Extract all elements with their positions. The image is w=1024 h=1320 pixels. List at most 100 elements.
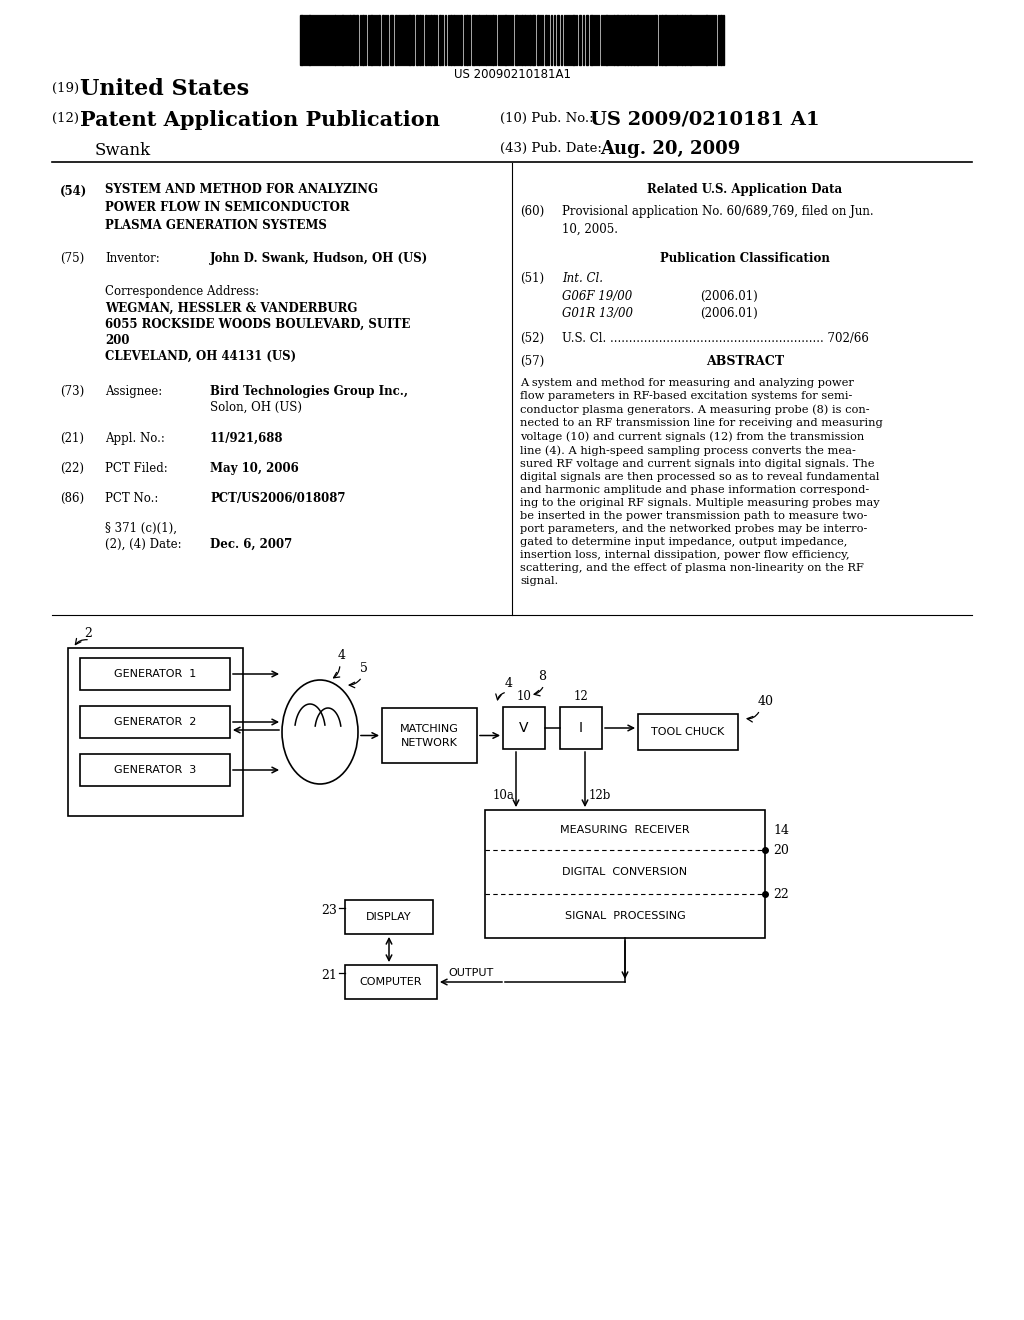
Bar <box>664 15 667 65</box>
Text: (2006.01): (2006.01) <box>700 290 758 304</box>
Text: 6055 ROCKSIDE WOODS BOULEVARD, SUITE: 6055 ROCKSIDE WOODS BOULEVARD, SUITE <box>105 318 411 331</box>
Text: (75): (75) <box>60 252 84 265</box>
Bar <box>515 15 518 65</box>
Bar <box>395 15 397 65</box>
Bar <box>370 15 373 65</box>
Bar <box>362 15 364 65</box>
Text: (22): (22) <box>60 462 84 475</box>
Text: DIGITAL  CONVERSION: DIGITAL CONVERSION <box>562 867 687 876</box>
Text: SYSTEM AND METHOD FOR ANALYZING
POWER FLOW IN SEMICONDUCTOR
PLASMA GENERATION SY: SYSTEM AND METHOD FOR ANALYZING POWER FL… <box>105 183 378 232</box>
Bar <box>485 15 487 65</box>
Bar <box>627 15 629 65</box>
Bar <box>630 15 632 65</box>
Bar <box>478 15 480 65</box>
Text: Provisional application No. 60/689,769, filed on Jun.
10, 2005.: Provisional application No. 60/689,769, … <box>562 205 873 236</box>
Bar <box>662 15 663 65</box>
Bar <box>419 15 421 65</box>
Text: MEASURING  RECEIVER: MEASURING RECEIVER <box>560 825 690 836</box>
Text: May 10, 2006: May 10, 2006 <box>210 462 299 475</box>
Bar <box>613 15 615 65</box>
Text: SIGNAL  PROCESSING: SIGNAL PROCESSING <box>564 911 685 921</box>
Bar <box>624 15 626 65</box>
Text: 40: 40 <box>758 696 774 708</box>
Text: MATCHING: MATCHING <box>400 723 459 734</box>
Bar <box>349 15 351 65</box>
Bar <box>633 15 635 65</box>
Bar <box>80 706 230 738</box>
Text: (60): (60) <box>520 205 544 218</box>
Text: 11/921,688: 11/921,688 <box>210 432 284 445</box>
Bar <box>590 15 593 65</box>
Text: V: V <box>519 721 528 735</box>
Text: PCT/US2006/018087: PCT/US2006/018087 <box>210 492 345 506</box>
Bar <box>382 708 477 763</box>
Bar <box>529 15 531 65</box>
Bar <box>504 15 507 65</box>
Bar <box>616 15 618 65</box>
Text: (54): (54) <box>60 185 87 198</box>
Bar <box>450 15 452 65</box>
Text: GENERATOR  2: GENERATOR 2 <box>114 717 197 727</box>
Text: (57): (57) <box>520 355 544 368</box>
Bar <box>300 15 303 65</box>
Text: (2), (4) Date:: (2), (4) Date: <box>105 539 181 550</box>
Bar <box>557 15 559 65</box>
Text: (73): (73) <box>60 385 84 399</box>
Text: WEGMAN, HESSLER & VANDERBURG: WEGMAN, HESSLER & VANDERBURG <box>105 302 357 315</box>
Text: Publication Classification: Publication Classification <box>660 252 829 265</box>
Bar <box>382 15 384 65</box>
Bar <box>537 15 539 65</box>
Bar <box>390 15 393 65</box>
Bar <box>572 15 575 65</box>
Bar <box>586 15 588 65</box>
Bar <box>334 15 336 65</box>
Bar <box>356 15 358 65</box>
Text: 22: 22 <box>773 887 788 900</box>
Text: Aug. 20, 2009: Aug. 20, 2009 <box>600 140 740 158</box>
Text: G06F 19/00: G06F 19/00 <box>562 290 632 304</box>
Bar <box>654 15 657 65</box>
Text: DISPLAY: DISPLAY <box>367 912 412 921</box>
Text: Bird Technologies Group Inc.,: Bird Technologies Group Inc., <box>210 385 408 399</box>
Text: I: I <box>579 721 583 735</box>
Bar <box>416 15 418 65</box>
Text: 21: 21 <box>322 969 337 982</box>
Bar <box>579 15 581 65</box>
Text: § 371 (c)(1),: § 371 (c)(1), <box>105 521 177 535</box>
Text: US 2009/0210181 A1: US 2009/0210181 A1 <box>590 110 819 128</box>
Text: OUTPUT: OUTPUT <box>449 968 494 978</box>
Text: John D. Swank, Hudson, OH (US): John D. Swank, Hudson, OH (US) <box>210 252 428 265</box>
Bar <box>425 15 427 65</box>
Text: United States: United States <box>80 78 249 100</box>
Bar <box>439 15 441 65</box>
Text: (52): (52) <box>520 333 544 345</box>
Bar <box>460 15 462 65</box>
Bar <box>472 15 475 65</box>
Text: (86): (86) <box>60 492 84 506</box>
Text: 8: 8 <box>538 671 546 682</box>
Text: Dec. 6, 2007: Dec. 6, 2007 <box>210 539 292 550</box>
Bar <box>705 15 708 65</box>
Text: ABSTRACT: ABSTRACT <box>706 355 784 368</box>
Bar <box>433 15 435 65</box>
Bar <box>412 15 414 65</box>
Text: 20: 20 <box>773 843 788 857</box>
Bar <box>408 15 411 65</box>
Text: 10a: 10a <box>493 789 514 803</box>
Text: NETWORK: NETWORK <box>401 738 458 748</box>
Bar <box>532 15 535 65</box>
Text: 200: 200 <box>105 334 129 347</box>
Bar <box>681 15 683 65</box>
Text: 14: 14 <box>773 824 790 837</box>
Bar <box>466 15 468 65</box>
Bar <box>524 15 526 65</box>
Text: (10) Pub. No.:: (10) Pub. No.: <box>500 112 594 125</box>
Bar <box>308 15 311 65</box>
Text: Patent Application Publication: Patent Application Publication <box>80 110 440 129</box>
Text: 10: 10 <box>516 690 531 704</box>
Text: U.S. Cl. ......................................................... 702/66: U.S. Cl. ...............................… <box>562 333 869 345</box>
Bar <box>453 15 455 65</box>
Text: Correspondence Address:: Correspondence Address: <box>105 285 259 298</box>
Text: (51): (51) <box>520 272 544 285</box>
Text: (21): (21) <box>60 432 84 445</box>
